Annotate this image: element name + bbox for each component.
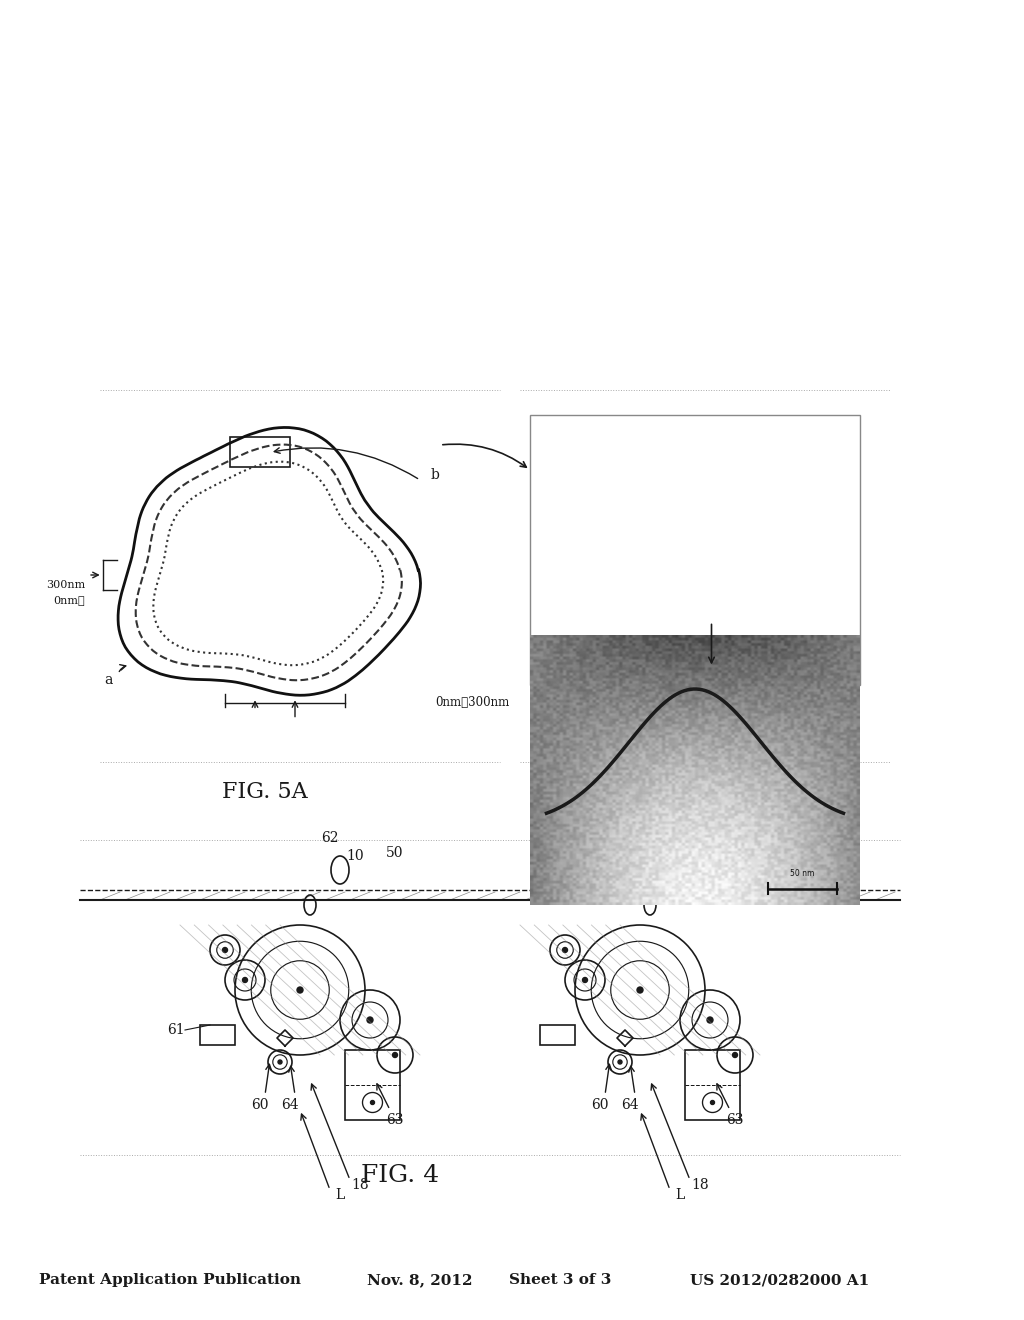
Text: 64: 64 [622,1098,639,1111]
Circle shape [711,1101,715,1105]
Circle shape [707,1016,713,1023]
Text: 63: 63 [386,1113,403,1127]
Text: 64: 64 [282,1098,299,1111]
Circle shape [278,1060,282,1064]
Text: b: b [430,469,439,482]
Text: 63: 63 [726,1113,743,1127]
Text: L: L [676,1188,685,1203]
Circle shape [222,948,227,953]
Text: Nov. 8, 2012: Nov. 8, 2012 [368,1272,473,1287]
Text: 300nm: 300nm [46,579,85,590]
Circle shape [297,987,303,993]
Text: a: a [103,673,113,686]
Text: 60: 60 [251,1098,268,1111]
Circle shape [371,1101,375,1105]
Text: Patent Application Publication: Patent Application Publication [39,1272,301,1287]
Circle shape [367,1016,373,1023]
Text: 10: 10 [346,849,364,863]
Bar [530,414,860,685]
Circle shape [583,978,588,982]
Text: 10: 10 [676,849,694,863]
Text: 62: 62 [322,832,339,845]
Bar [200,1026,234,1045]
Circle shape [392,1052,397,1057]
Text: 50: 50 [386,846,403,861]
Text: L: L [336,1188,345,1203]
Circle shape [732,1052,737,1057]
Text: 62: 62 [651,832,669,845]
Bar [345,1049,400,1119]
Text: 0nm～: 0nm～ [53,595,85,605]
Text: 61: 61 [167,1023,185,1038]
Text: 0nm～300nm: 0nm～300nm [435,696,509,709]
Circle shape [618,1060,622,1064]
Circle shape [562,948,567,953]
Text: FIG. 5A: FIG. 5A [222,781,308,803]
Text: 18: 18 [351,1177,369,1192]
Text: Sheet 3 of 3: Sheet 3 of 3 [509,1272,611,1287]
Circle shape [243,978,248,982]
Text: FIG. 5B: FIG. 5B [637,781,723,803]
Bar [230,437,290,467]
Text: 60: 60 [591,1098,608,1111]
Circle shape [637,987,643,993]
Bar [685,1049,740,1119]
Text: US 2012/0282000 A1: US 2012/0282000 A1 [690,1272,869,1287]
Text: FIG. 4: FIG. 4 [360,1163,439,1187]
Bar [540,1026,575,1045]
Text: 18: 18 [691,1177,709,1192]
